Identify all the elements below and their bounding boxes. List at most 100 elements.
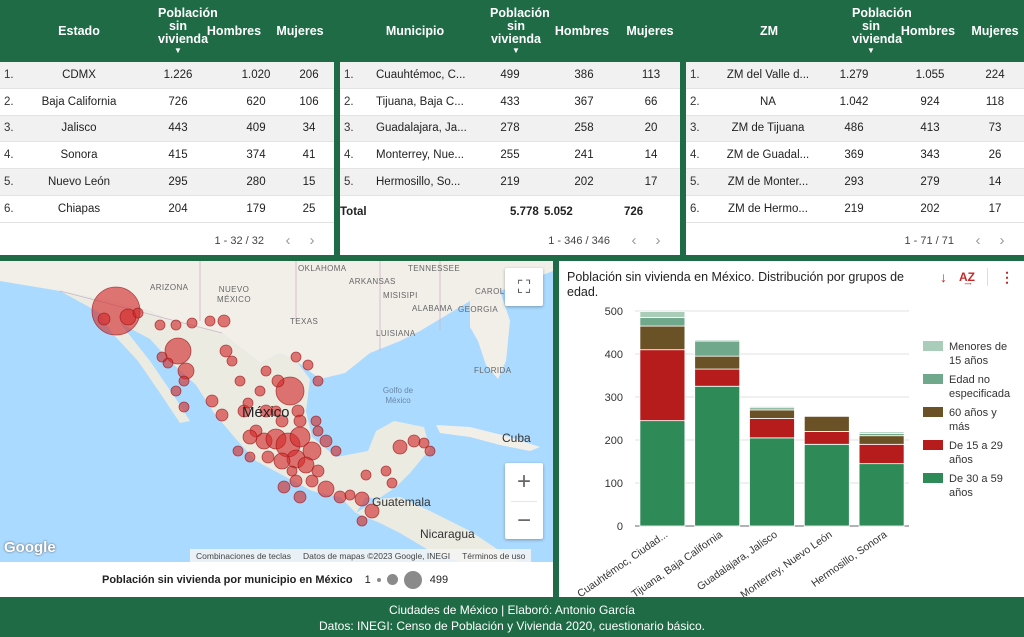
map-bubble[interactable] <box>270 405 282 417</box>
table-row[interactable]: 2. Tijuana, Baja C... 433 367 66 <box>340 89 680 116</box>
bar-segment[interactable] <box>694 339 741 342</box>
map-bubble[interactable] <box>217 314 231 328</box>
next-page-icon[interactable]: › <box>655 232 661 249</box>
map-bubble[interactable] <box>364 503 380 519</box>
fullscreen-button[interactable]: ⛶ <box>505 268 543 306</box>
bar-segment[interactable] <box>694 355 741 370</box>
map-bubble[interactable] <box>344 489 356 501</box>
map-bubble[interactable] <box>360 469 372 481</box>
map-bubble[interactable] <box>178 401 190 413</box>
map-bubble[interactable] <box>277 480 291 494</box>
table-row[interactable]: 3. ZM de Tijuana 486 413 73 <box>686 115 1024 143</box>
table-row[interactable]: 5. Nuevo León 295 280 15 <box>0 169 334 196</box>
keyboard-shortcuts-link[interactable]: Combinaciones de teclas <box>196 550 291 561</box>
zoom-in-button[interactable]: + <box>505 463 543 501</box>
map-bubble[interactable] <box>204 315 216 327</box>
bar-segment[interactable] <box>694 340 741 357</box>
table-row[interactable]: 3. Jalisco 443 409 34 <box>0 115 334 143</box>
table-row[interactable]: 3. Guadalajara, Ja... 278 258 20 <box>340 115 680 143</box>
bar-segment[interactable] <box>639 349 686 422</box>
map-bubble[interactable] <box>234 375 246 387</box>
map-bubble[interactable] <box>232 445 244 457</box>
map-bubble[interactable] <box>386 477 398 489</box>
map-bubble[interactable] <box>290 351 302 363</box>
map-bubble[interactable] <box>164 337 192 365</box>
map-bubble[interactable] <box>132 307 144 319</box>
zoom-out-button[interactable]: − <box>505 502 543 540</box>
map-bubble[interactable] <box>380 465 392 477</box>
map-bubble[interactable] <box>242 397 254 409</box>
prev-page-icon[interactable]: ‹ <box>285 232 291 249</box>
column-header-zm[interactable]: ZM <box>759 23 779 38</box>
map-bubble[interactable] <box>312 375 324 387</box>
map-bubble[interactable] <box>186 317 198 329</box>
column-header-hombres[interactable]: Hombres <box>554 23 610 38</box>
map-bubble[interactable] <box>317 480 335 498</box>
map-bubble[interactable] <box>302 359 314 371</box>
bar-segment[interactable] <box>639 311 686 318</box>
column-header-poblacion[interactable]: Población sin vivienda ▼ <box>490 7 550 56</box>
map-bubble[interactable] <box>293 490 307 504</box>
map-bubble[interactable] <box>205 394 219 408</box>
table-row[interactable]: 6. Chiapas 204 179 25 <box>0 196 334 223</box>
bar-segment[interactable] <box>803 430 850 445</box>
map-bubble[interactable] <box>254 385 266 397</box>
column-header-hombres[interactable]: Hombres <box>900 23 956 38</box>
map-bubble[interactable] <box>418 437 430 449</box>
table-row[interactable]: 4. Monterrey, Nue... 255 241 14 <box>340 142 680 170</box>
bar-segment[interactable] <box>694 385 741 527</box>
prev-page-icon[interactable]: ‹ <box>975 232 981 249</box>
table-row[interactable]: 2. NA 1.042 924 118 <box>686 89 1024 116</box>
map-bubble[interactable] <box>242 429 258 445</box>
bar-segment[interactable] <box>858 463 905 527</box>
map-bubble[interactable] <box>289 474 303 488</box>
map-bubble[interactable] <box>311 464 325 478</box>
map-bubble[interactable] <box>261 450 275 464</box>
table-row[interactable]: 1. ZM del Valle d... 1.279 1.055 224 <box>686 62 1024 89</box>
map-bubble[interactable] <box>97 312 111 326</box>
bar-segment[interactable] <box>749 418 795 439</box>
map-bubble[interactable] <box>226 355 238 367</box>
map-bubble[interactable] <box>273 452 291 470</box>
next-page-icon[interactable]: › <box>309 232 315 249</box>
map-bubble[interactable] <box>244 451 256 463</box>
column-header-mujeres[interactable]: Mujeres <box>626 23 674 38</box>
bar-segment[interactable] <box>858 435 905 445</box>
terms-link[interactable]: Términos de uso <box>462 550 526 561</box>
map-bubble[interactable] <box>354 491 370 507</box>
column-header-poblacion[interactable]: Población sin vivienda ▼ <box>852 7 912 56</box>
map-bubble[interactable] <box>178 375 190 387</box>
map-bubble[interactable] <box>271 374 285 388</box>
map-bubble[interactable] <box>333 490 347 504</box>
column-header-poblacion[interactable]: Población sin vivienda ▼ <box>158 7 218 56</box>
map-bubble[interactable] <box>424 445 436 457</box>
more-options-icon[interactable]: ⋮ <box>1000 268 1014 285</box>
map-bubble[interactable] <box>156 351 168 363</box>
table-row[interactable]: 6. ZM de Hermo... 219 202 17 <box>686 196 1024 223</box>
map-bubble[interactable] <box>392 439 408 455</box>
table-row[interactable]: 5. ZM de Monter... 293 279 14 <box>686 169 1024 196</box>
map-canvas[interactable]: OKLAHOMA TENNESSEE ARIZONA NUEVO MÉXICO … <box>0 261 553 562</box>
map-bubble[interactable] <box>407 434 421 448</box>
map-bubble[interactable] <box>356 515 368 527</box>
column-header-mujeres[interactable]: Mujeres <box>276 23 324 38</box>
map-bubble[interactable] <box>260 365 272 377</box>
map-bubble[interactable] <box>297 456 315 474</box>
column-header-municipio[interactable]: Municipio <box>385 23 445 38</box>
column-header-hombres[interactable]: Hombres <box>206 23 262 38</box>
map-bubble[interactable] <box>293 414 307 428</box>
map-bubble[interactable] <box>215 408 229 422</box>
map-bubble[interactable] <box>170 385 182 397</box>
map-bubble[interactable] <box>330 445 342 457</box>
map-bubble[interactable] <box>286 465 298 477</box>
table-row[interactable]: 5. Hermosillo, So... 219 202 17 <box>340 169 680 196</box>
table-row[interactable]: 1. Cuauhtémoc, C... 499 386 113 <box>340 62 680 89</box>
table-row[interactable]: 1. CDMX 1.226 1.020 206 <box>0 62 334 89</box>
map-bubble[interactable] <box>310 415 322 427</box>
bar-segment[interactable] <box>803 443 850 527</box>
bar-segment[interactable] <box>749 409 795 419</box>
bar-segment[interactable] <box>803 415 850 432</box>
column-header-mujeres[interactable]: Mujeres <box>971 23 1019 38</box>
table-row[interactable]: 4. Sonora 415 374 41 <box>0 142 334 170</box>
sort-arrow-down-icon[interactable]: ↓ <box>940 269 947 285</box>
